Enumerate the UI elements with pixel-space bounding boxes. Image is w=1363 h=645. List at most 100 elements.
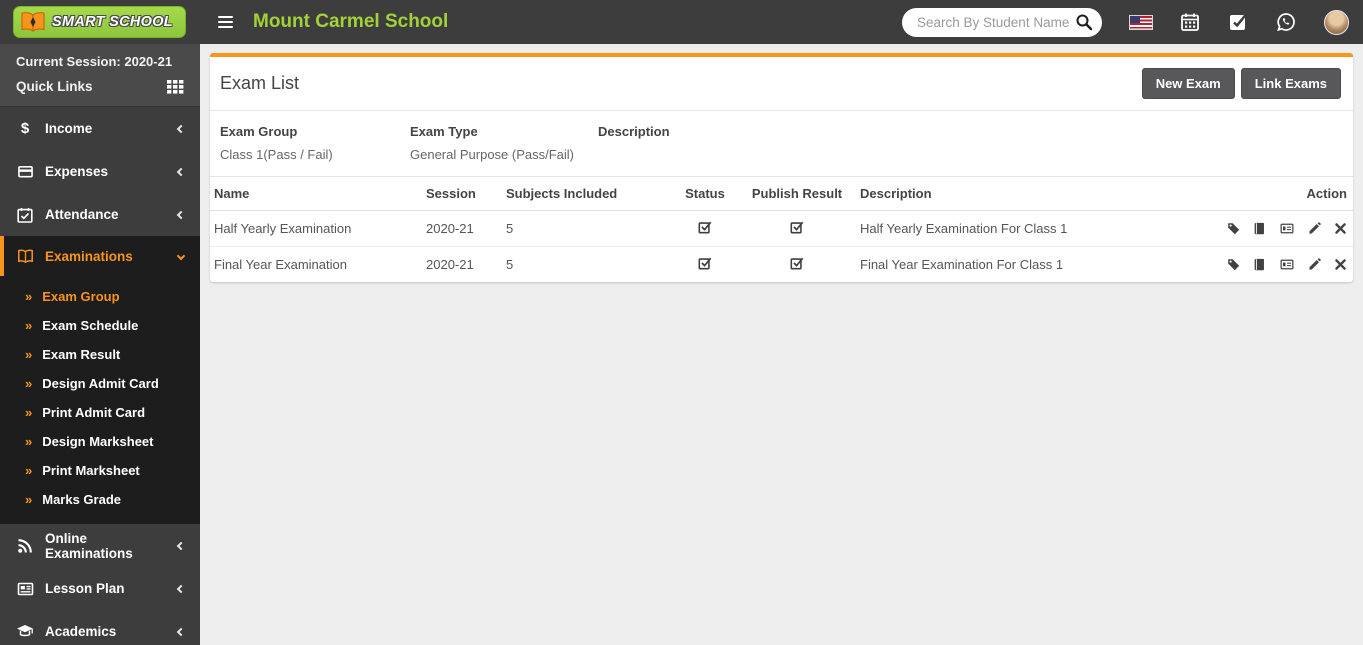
new-exam-button[interactable]: New Exam xyxy=(1141,68,1235,99)
newspaper-icon xyxy=(16,580,34,597)
language-us-flag-icon[interactable] xyxy=(1130,15,1152,29)
exam-list-card: Exam List New Exam Link Exams Exam Group… xyxy=(210,53,1353,282)
sidebar-item-income[interactable]: $ Income xyxy=(0,107,200,150)
exam-type-label: Exam Type xyxy=(410,124,478,139)
dollar-icon: $ xyxy=(20,120,30,137)
double-chevron-icon: » xyxy=(25,318,33,333)
page-title-school-name: Mount Carmel School xyxy=(253,11,449,32)
subjects-cell: 5 xyxy=(502,210,672,247)
delete-x-icon[interactable] xyxy=(1334,222,1347,235)
chevron-left-icon xyxy=(176,167,186,176)
student-search-box xyxy=(902,7,1102,37)
submenu-item-marks-grade[interactable]: » Marks Grade xyxy=(25,492,121,507)
sidebar-item-lesson-plan[interactable]: Lesson Plan xyxy=(0,567,200,610)
page-title: Exam List xyxy=(220,73,300,93)
session-cell: 2020-21 xyxy=(426,257,474,272)
chevron-left-icon xyxy=(176,541,186,550)
col-header-action: Action xyxy=(1214,176,1353,211)
id-card-icon[interactable] xyxy=(1279,222,1295,235)
double-chevron-icon: » xyxy=(25,376,33,391)
logo-text: SMART SCHOOL xyxy=(52,14,173,30)
chevron-left-icon xyxy=(176,627,186,636)
table-header-row: Name Session Subjects Included Status Pu… xyxy=(210,176,1353,211)
exam-type-value: General Purpose (Pass/Fail) xyxy=(410,147,575,162)
sidebar-item-academics[interactable]: Academics xyxy=(0,610,200,645)
double-chevron-icon: » xyxy=(25,492,33,507)
description-cell: Half Yearly Examination For Class 1 xyxy=(856,210,1214,247)
sidebar-item-attendance[interactable]: Attendance xyxy=(0,193,200,236)
col-header-subjects: Subjects Included xyxy=(502,176,672,211)
double-chevron-icon: » xyxy=(25,434,33,449)
id-card-icon[interactable] xyxy=(1279,258,1295,271)
exam-group-value: Class 1(Pass / Fail) xyxy=(220,147,333,162)
row-actions xyxy=(1218,258,1347,271)
double-chevron-icon: » xyxy=(25,289,33,304)
rss-icon xyxy=(16,537,34,554)
exam-name-cell: Half Yearly Examination xyxy=(210,210,422,247)
brand-logo[interactable]: SMART SCHOOL xyxy=(0,0,200,44)
delete-x-icon[interactable] xyxy=(1334,258,1347,271)
open-book-icon xyxy=(16,248,34,265)
sidebar-item-expenses[interactable]: Expenses xyxy=(0,150,200,193)
publish-result-cell xyxy=(738,247,856,283)
chevron-left-icon xyxy=(176,584,186,593)
exam-name-cell: Final Year Examination xyxy=(214,257,347,272)
description-label: Description xyxy=(598,124,670,139)
session-block: Current Session: 2020-21 Quick Links xyxy=(0,44,200,107)
examinations-menu-group: Examinations » Exam Group » Exam Schedul… xyxy=(0,236,200,524)
checked-checkbox-icon xyxy=(698,221,712,234)
submenu-item-exam-group[interactable]: » Exam Group xyxy=(25,289,120,304)
submenu-item-design-admit-card[interactable]: » Design Admit Card xyxy=(25,376,159,391)
sidebar-item-examinations[interactable]: Examinations xyxy=(0,236,200,276)
checked-checkbox-icon xyxy=(790,221,804,234)
chevron-down-icon xyxy=(176,251,186,261)
quick-links-grid-icon[interactable] xyxy=(167,79,184,94)
col-header-description: Description xyxy=(856,176,1214,211)
credit-card-icon xyxy=(16,163,34,180)
calendar-check-icon xyxy=(16,206,34,223)
col-header-session: Session xyxy=(422,176,502,211)
row-actions xyxy=(1218,222,1347,235)
link-exams-button[interactable]: Link Exams xyxy=(1240,68,1341,99)
exam-table: Name Session Subjects Included Status Pu… xyxy=(210,176,1353,282)
top-header: SMART SCHOOL Mount Carmel School xyxy=(0,0,1363,44)
exam-group-info: Exam Group Class 1(Pass / Fail) Exam Typ… xyxy=(210,111,1353,176)
current-session-label: Current Session: 2020-21 xyxy=(16,54,173,69)
search-input[interactable] xyxy=(902,7,1102,37)
whatsapp-chat-icon[interactable] xyxy=(1276,12,1296,32)
table-row: Final Year Examination 2020-21 5 xyxy=(210,247,1353,283)
col-header-status: Status xyxy=(672,176,738,211)
submenu-item-design-marksheet[interactable]: » Design Marksheet xyxy=(25,434,154,449)
search-icon[interactable] xyxy=(1075,13,1093,31)
book-icon[interactable] xyxy=(1253,222,1266,235)
book-icon[interactable] xyxy=(1253,258,1266,271)
table-row: Half Yearly Examination 2020-21 5 xyxy=(210,210,1353,247)
col-header-name: Name xyxy=(210,176,422,211)
tag-icon[interactable] xyxy=(1227,258,1240,271)
calendar-icon[interactable] xyxy=(1180,12,1200,32)
checked-checkbox-icon xyxy=(790,257,804,270)
smart-school-logo: SMART SCHOOL xyxy=(13,6,186,38)
edit-pencil-icon[interactable] xyxy=(1308,258,1321,271)
graduation-cap-icon xyxy=(16,623,34,640)
tag-icon[interactable] xyxy=(1227,222,1240,235)
submenu-item-exam-schedule[interactable]: » Exam Schedule xyxy=(25,318,139,333)
col-header-publish-result: Publish Result xyxy=(738,176,856,211)
sidebar-item-online-examinations[interactable]: Online Examinations xyxy=(0,524,200,567)
user-avatar[interactable] xyxy=(1324,9,1349,35)
chevron-left-icon xyxy=(176,210,186,219)
edit-pencil-icon[interactable] xyxy=(1308,222,1321,235)
tasks-check-icon[interactable] xyxy=(1228,12,1248,32)
sidebar-navigation: Current Session: 2020-21 Quick Links $ I… xyxy=(0,44,200,645)
exam-group-label: Exam Group xyxy=(220,124,298,139)
quick-links-label: Quick Links xyxy=(16,79,93,94)
publish-result-cell xyxy=(738,210,856,247)
main-content: Exam List New Exam Link Exams Exam Group… xyxy=(200,44,1363,645)
submenu-item-exam-result[interactable]: » Exam Result xyxy=(25,347,121,362)
hamburger-menu-button[interactable] xyxy=(214,12,237,33)
double-chevron-icon: » xyxy=(25,463,33,478)
submenu-item-print-admit-card[interactable]: » Print Admit Card xyxy=(25,405,146,420)
submenu-item-print-marksheet[interactable]: » Print Marksheet xyxy=(25,463,140,478)
double-chevron-icon: » xyxy=(25,347,33,362)
